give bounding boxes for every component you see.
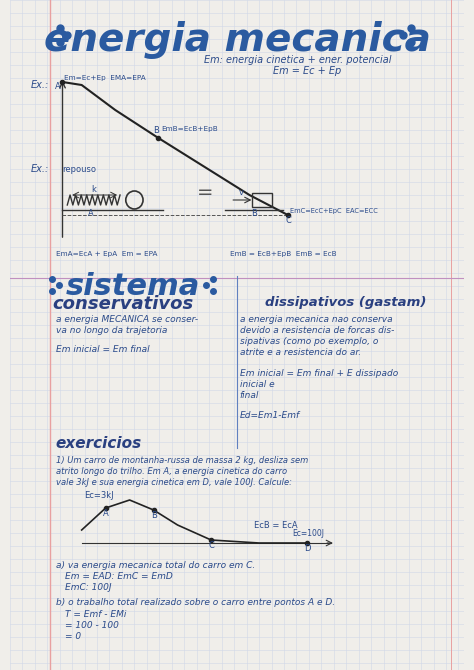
Text: repouso: repouso <box>63 165 97 174</box>
Text: = 0: = 0 <box>65 632 82 641</box>
Text: B: B <box>251 209 257 218</box>
Text: final: final <box>240 391 259 400</box>
Text: k: k <box>91 185 96 194</box>
Text: b) o trabalho total realizado sobre o carro entre pontos A e D.: b) o trabalho total realizado sobre o ca… <box>56 598 335 607</box>
Text: A: A <box>55 82 61 91</box>
Text: Em=Ec+Ep  EMA=EPA: Em=Ec+Ep EMA=EPA <box>64 75 146 81</box>
Text: B: B <box>151 511 156 520</box>
Text: Ec=100J: Ec=100J <box>292 529 325 538</box>
Text: sistema: sistema <box>65 271 200 301</box>
Text: a energia MECANICA se conser-: a energia MECANICA se conser- <box>56 315 198 324</box>
Text: Ex.:: Ex.: <box>31 164 49 174</box>
Text: EmB=EcB+EpB: EmB=EcB+EpB <box>161 126 218 132</box>
Text: conservativos: conservativos <box>52 295 193 313</box>
Text: a) va energia mecanica total do carro em C.: a) va energia mecanica total do carro em… <box>56 561 255 570</box>
Text: Em inicial = Em final + E dissipado: Em inicial = Em final + E dissipado <box>240 369 398 378</box>
Text: Ed=Em1-Emf: Ed=Em1-Emf <box>240 411 300 420</box>
Text: 1) Um carro de montanha-russa de massa 2 kg, desliza sem: 1) Um carro de montanha-russa de massa 2… <box>56 456 308 465</box>
Text: EmC=EcC+EpC  EAC=ECC: EmC=EcC+EpC EAC=ECC <box>290 208 378 214</box>
Text: B: B <box>154 126 159 135</box>
Text: EmC: 100J: EmC: 100J <box>65 583 112 592</box>
Text: a energia mecanica nao conserva: a energia mecanica nao conserva <box>240 315 392 324</box>
Text: Em = EAD: EmC = EmD: Em = EAD: EmC = EmD <box>65 572 173 581</box>
Text: energia mecanica: energia mecanica <box>44 21 430 59</box>
Text: atrito longo do trilho. Em A, a energia cinetica do carro: atrito longo do trilho. Em A, a energia … <box>56 467 287 476</box>
Text: vale 3kJ e sua energia cinetica em D, vale 100J. Calcule:: vale 3kJ e sua energia cinetica em D, va… <box>56 478 292 487</box>
Text: va no longo da trajetoria: va no longo da trajetoria <box>56 326 167 335</box>
Text: A: A <box>88 209 94 218</box>
Text: D: D <box>304 544 310 553</box>
Text: A: A <box>103 509 109 518</box>
Text: Em = Ec + Ep: Em = Ec + Ep <box>273 66 341 76</box>
Text: atrite e a resistencia do ar.: atrite e a resistencia do ar. <box>240 348 361 357</box>
Text: Em: energia cinetica + ener. potencial: Em: energia cinetica + ener. potencial <box>204 55 391 65</box>
Text: = 100 - 100: = 100 - 100 <box>65 621 119 630</box>
Text: v: v <box>239 188 244 197</box>
Text: Ec=3kJ: Ec=3kJ <box>84 491 114 500</box>
Text: =: = <box>197 183 213 202</box>
Text: Ex.:: Ex.: <box>31 80 49 90</box>
Text: C: C <box>286 216 292 225</box>
Text: sipativas (como po exemplo, o: sipativas (como po exemplo, o <box>240 337 378 346</box>
Text: C: C <box>208 541 214 550</box>
Text: devido a resistencia de forcas dis-: devido a resistencia de forcas dis- <box>240 326 394 335</box>
Text: T = Emf - EMi: T = Emf - EMi <box>65 610 127 619</box>
Text: EmB = EcB+EpB  EmB = EcB: EmB = EcB+EpB EmB = EcB <box>230 251 337 257</box>
Text: EcB = EcA: EcB = EcA <box>254 521 298 530</box>
Text: dissipativos (gastam): dissipativos (gastam) <box>264 295 426 308</box>
Text: EmA=EcA + EpA  Em = EPA: EmA=EcA + EpA Em = EPA <box>56 251 157 257</box>
Text: exercicios: exercicios <box>56 436 142 451</box>
Text: inicial e: inicial e <box>240 380 274 389</box>
Text: Em inicial = Em final: Em inicial = Em final <box>56 345 149 354</box>
